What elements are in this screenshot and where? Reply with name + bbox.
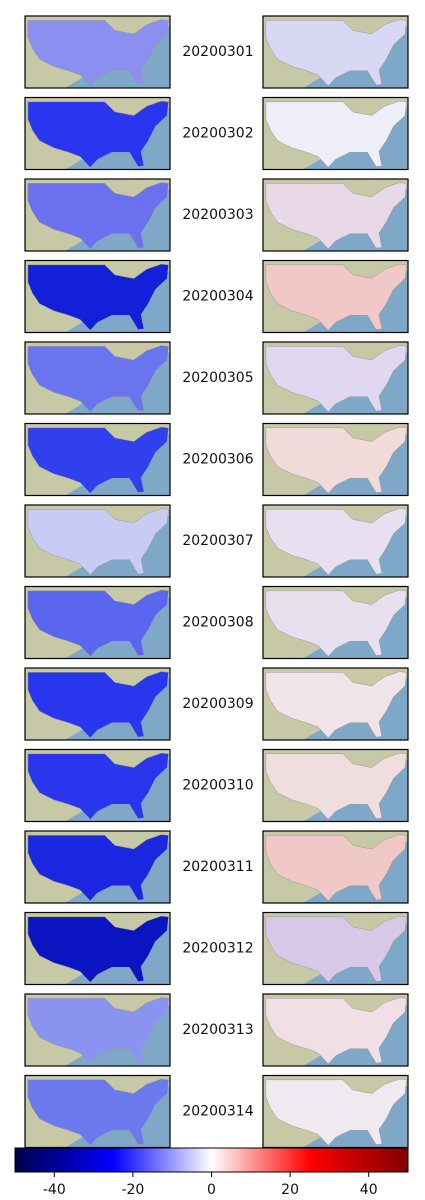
tick-label: 20 [281, 1182, 299, 1198]
date-label: 20200309 [182, 696, 253, 712]
map-us [265, 426, 407, 494]
date-label: 20200313 [182, 1022, 253, 1038]
map-frame [262, 748, 409, 823]
map-us [265, 182, 407, 250]
map-us [27, 834, 169, 902]
map-us [27, 589, 169, 657]
date-label: 20200311 [182, 859, 253, 875]
map-frame [262, 1074, 409, 1149]
date-label: 20200305 [182, 370, 253, 386]
map-us [265, 100, 407, 168]
map-frame [262, 993, 409, 1067]
map-us [265, 508, 407, 576]
map-frame [24, 259, 171, 334]
map-frame [262, 585, 409, 660]
date-label: 20200301 [182, 44, 253, 60]
map-frame [24, 422, 171, 497]
map-frame [24, 504, 171, 578]
date-label: 20200304 [182, 289, 253, 305]
map-us [27, 508, 169, 576]
map-us [27, 671, 169, 739]
colorbar [14, 1147, 409, 1173]
map-frame [24, 96, 171, 171]
map-frame [262, 96, 409, 171]
map-frame [24, 1074, 171, 1149]
map-us [265, 345, 407, 413]
map-us [27, 100, 169, 168]
date-label: 20200302 [182, 126, 253, 142]
date-label: 20200306 [182, 452, 253, 468]
map-us [265, 834, 407, 902]
map-us [265, 671, 407, 739]
map-us [27, 997, 169, 1065]
map-frame [262, 259, 409, 334]
date-label: 20200312 [182, 941, 253, 957]
date-label: 20200308 [182, 615, 253, 631]
map-frame [24, 667, 171, 741]
tick-label: -40 [43, 1182, 66, 1198]
date-label: 20200303 [182, 207, 253, 223]
map-frame [24, 830, 171, 904]
map-frame [24, 341, 171, 415]
map-frame [262, 341, 409, 415]
map-us [265, 1078, 407, 1146]
map-frame [262, 911, 409, 986]
map-frame [262, 504, 409, 578]
map-frame [262, 15, 409, 89]
map-frame [24, 993, 171, 1067]
map-frame [24, 585, 171, 660]
map-us [265, 752, 407, 820]
map-frame [262, 178, 409, 252]
map-us [27, 915, 169, 983]
map-frame [24, 15, 171, 89]
map-us [265, 263, 407, 331]
tick-label: -20 [121, 1182, 144, 1198]
tick-label: 0 [207, 1182, 216, 1198]
date-label: 20200314 [182, 1104, 253, 1120]
map-us [27, 263, 169, 331]
map-us [27, 345, 169, 413]
map-frame [262, 830, 409, 904]
date-label: 20200310 [182, 778, 253, 794]
map-us [265, 915, 407, 983]
date-label: 20200307 [182, 533, 253, 549]
map-us [27, 426, 169, 494]
map-frame [262, 422, 409, 497]
map-us [265, 997, 407, 1065]
map-frame [24, 911, 171, 986]
map-us [265, 589, 407, 657]
map-us [27, 1078, 169, 1146]
tick-label: 40 [360, 1182, 378, 1198]
map-us [27, 19, 169, 87]
map-us [27, 752, 169, 820]
map-us [27, 182, 169, 250]
map-frame [262, 667, 409, 741]
map-frame [24, 178, 171, 252]
map-us [265, 19, 407, 87]
map-frame [24, 748, 171, 823]
